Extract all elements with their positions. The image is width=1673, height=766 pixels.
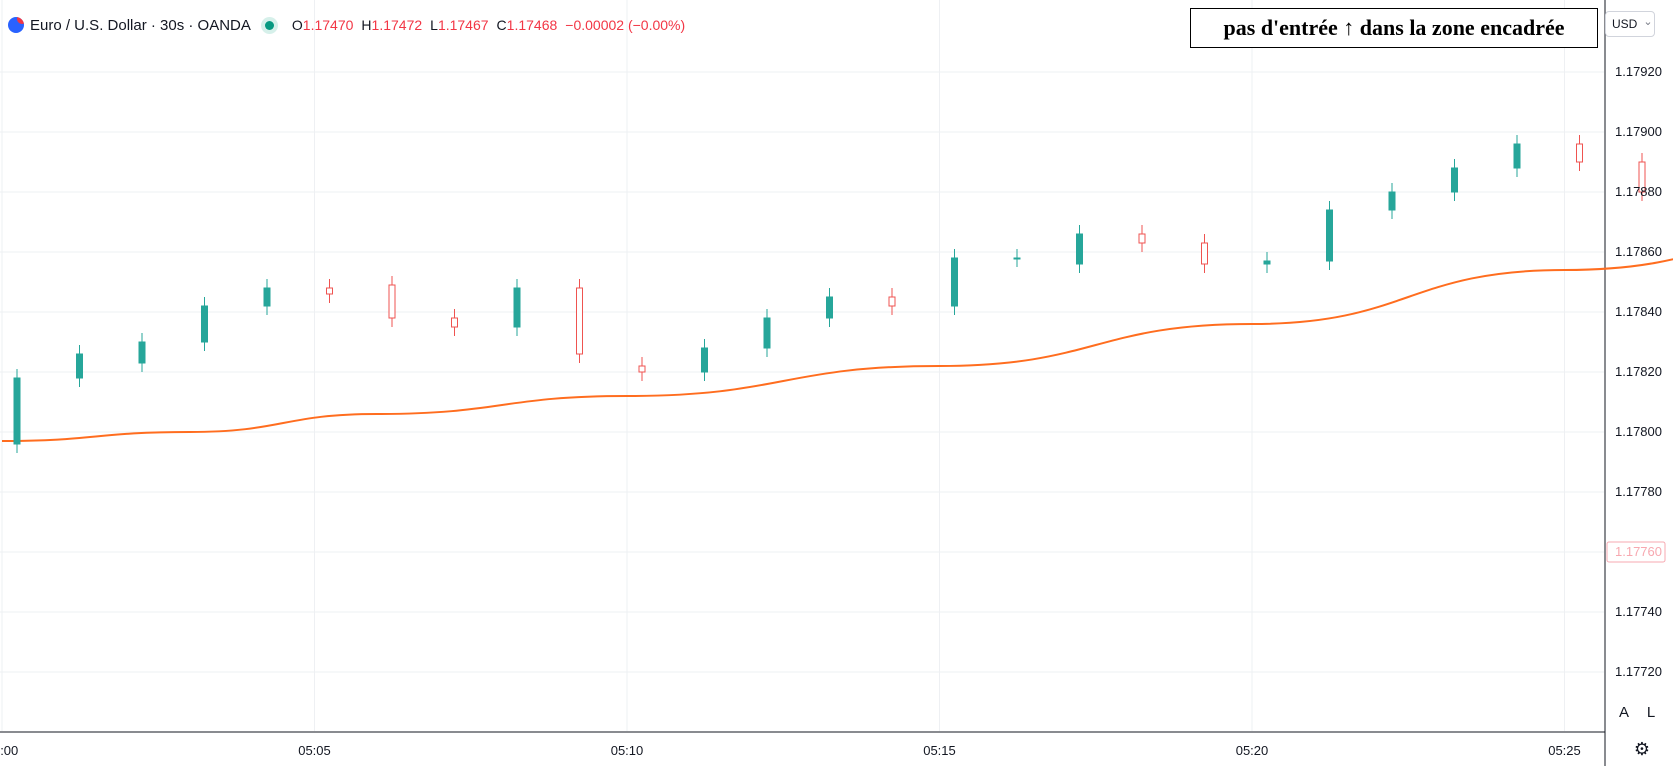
candle-body — [388, 284, 396, 319]
ohlc-low: L1.17467 — [430, 17, 489, 33]
candle[interactable] — [1388, 183, 1396, 219]
candle[interactable] — [263, 279, 271, 315]
candle[interactable] — [888, 288, 896, 315]
candle-body — [76, 353, 83, 379]
candle-body — [1013, 257, 1021, 260]
candle-body — [13, 377, 21, 445]
candle[interactable] — [513, 279, 521, 336]
legend-header: Euro / U.S. Dollar · 30s · OANDA O1.1747… — [8, 13, 685, 37]
ohlc-high: H1.17472 — [361, 17, 423, 33]
candle[interactable] — [1638, 153, 1646, 201]
annotation-text-box[interactable]: pas d'entrée ↑ dans la zone encadrée — [1190, 8, 1598, 48]
candle[interactable] — [763, 309, 771, 357]
candle[interactable] — [76, 345, 83, 387]
last-price-label: 1.17760 — [1615, 544, 1662, 559]
y-tick-label: 1.17920 — [1615, 64, 1662, 79]
moving-average-line — [1, 258, 1673, 442]
x-tick-label: 05:20 — [1236, 743, 1269, 758]
candle-body — [263, 287, 271, 307]
candle-body — [513, 287, 521, 328]
candle-body — [451, 317, 458, 328]
x-tick-label: 05:10 — [611, 743, 644, 758]
moving-average-layer — [1, 258, 1673, 442]
candle[interactable] — [451, 309, 458, 336]
candle-body — [701, 347, 708, 373]
candle-body — [1263, 260, 1271, 265]
symbol-title[interactable]: Euro / U.S. Dollar · 30s · OANDA — [30, 16, 251, 34]
currency-button[interactable]: USD — [1605, 11, 1655, 37]
candle-body — [1451, 167, 1458, 193]
candle-body — [1638, 161, 1646, 193]
y-tick-label: 1.17800 — [1615, 424, 1662, 439]
candle[interactable] — [638, 357, 646, 381]
candle-body — [576, 287, 583, 355]
y-tick-label: 1.17780 — [1615, 484, 1662, 499]
axes — [0, 0, 1606, 766]
candle-body — [1076, 233, 1083, 265]
candle-body — [201, 305, 208, 343]
y-tick-label: 1.17720 — [1615, 664, 1662, 679]
candle[interactable] — [138, 333, 146, 372]
y-tick-label: 1.17820 — [1615, 364, 1662, 379]
candle[interactable] — [388, 276, 396, 327]
y-tick-label: 1.17840 — [1615, 304, 1662, 319]
candle[interactable] — [701, 339, 708, 381]
y-axis-labels: 1.17920 1.17900 1.17880 1.17860 1.17840 1.178… — [1606, 64, 1666, 679]
gear-icon[interactable]: ⚙ — [1633, 738, 1651, 759]
y-tick-label: 1.17740 — [1615, 604, 1662, 619]
candle-body — [638, 365, 646, 373]
candle[interactable] — [1576, 135, 1583, 171]
candle[interactable] — [1263, 252, 1271, 273]
candle[interactable] — [13, 369, 21, 453]
candle-body — [1513, 143, 1521, 169]
candle[interactable] — [826, 288, 833, 327]
candle-body — [826, 296, 833, 319]
x-tick-label: 05:00 — [0, 743, 18, 758]
auto-scale-button[interactable]: A — [1613, 701, 1635, 723]
candle-body — [138, 341, 146, 364]
candle-body — [326, 287, 333, 295]
candle[interactable] — [1513, 135, 1521, 177]
log-scale-button[interactable]: L — [1640, 701, 1662, 723]
candle-body — [763, 317, 771, 349]
candle[interactable] — [1451, 159, 1458, 201]
candle-body — [1576, 143, 1583, 163]
candles-layer — [13, 135, 1646, 453]
y-tick-label: 1.17900 — [1615, 124, 1662, 139]
candle[interactable] — [1013, 249, 1021, 267]
candle[interactable] — [1326, 201, 1333, 270]
price-change: −0.00002 (−0.00%) — [565, 17, 686, 33]
candle-body — [888, 296, 896, 307]
candle[interactable] — [951, 249, 958, 315]
candle[interactable] — [1201, 234, 1208, 273]
candle-body — [1201, 242, 1208, 265]
y-tick-label: 1.17880 — [1615, 184, 1662, 199]
candle-body — [1138, 233, 1146, 244]
candle-body — [951, 257, 958, 307]
candle[interactable] — [201, 297, 208, 351]
candle-body — [1388, 191, 1396, 211]
ohlc-open: O1.17470 — [291, 17, 354, 33]
market-status-icon[interactable] — [264, 20, 274, 30]
candle-body — [1326, 209, 1333, 262]
symbol-logo-icon — [8, 17, 24, 33]
x-tick-label: 05:05 — [298, 743, 331, 758]
x-tick-label: 05:25 — [1548, 743, 1581, 758]
x-tick-label: 05:15 — [923, 743, 956, 758]
candle[interactable] — [1076, 225, 1083, 273]
candle[interactable] — [576, 279, 583, 363]
y-tick-label: 1.17860 — [1615, 244, 1662, 259]
grid-lines — [0, 0, 1604, 731]
candle[interactable] — [1138, 225, 1146, 252]
candle[interactable] — [326, 279, 333, 303]
x-axis-labels: 05:0005:0505:1005:1505:2005:2505:3005:35… — [0, 743, 1581, 758]
ohlc-close: C1.17468 — [496, 17, 558, 33]
last-price-tag — [1606, 541, 1666, 563]
